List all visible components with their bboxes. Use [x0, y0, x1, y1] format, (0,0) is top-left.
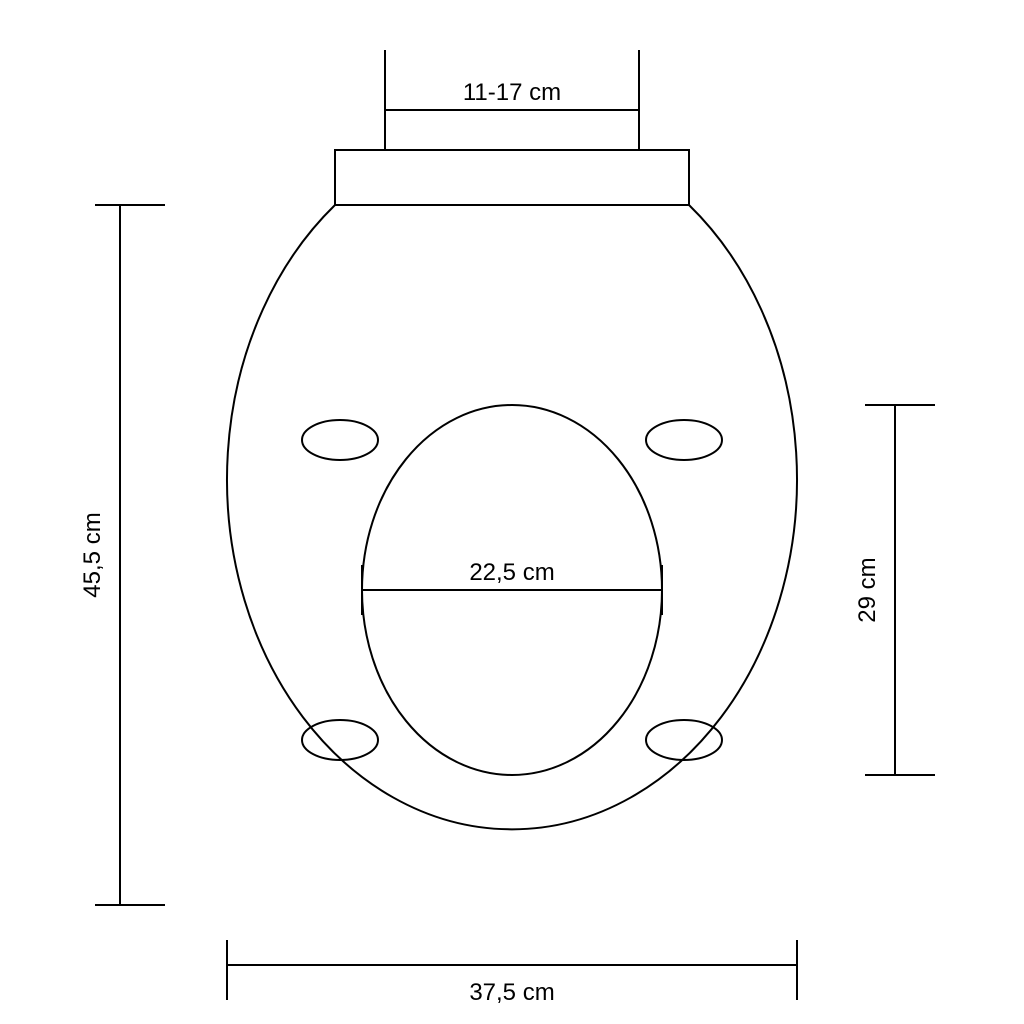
- dim-hinge-width: 11-17 cm: [385, 50, 639, 110]
- dim-hinge-width-label: 11-17 cm: [463, 79, 561, 106]
- seat-outer-outline: [227, 205, 797, 829]
- dim-inner-width: 22,5 cm: [362, 559, 662, 615]
- dim-total-width-label: 37,5 cm: [469, 979, 554, 1006]
- dim-inner-height: 29 cm: [854, 405, 935, 775]
- dim-total-width: 37,5 cm: [227, 940, 797, 1006]
- dim-inner-height-label: 29 cm: [854, 557, 881, 622]
- bumper-bottom-right: [646, 720, 722, 760]
- bumper-bottom-left: [302, 720, 378, 760]
- dim-total-height: 45,5 cm: [79, 205, 165, 905]
- hinge-top: [385, 110, 639, 150]
- dimension-diagram: 11-17 cm 45,5 cm 29 cm 37,5 cm 22,5 cm: [0, 0, 1024, 1024]
- bumper-top-left: [302, 420, 378, 460]
- bumper-top-right: [646, 420, 722, 460]
- dim-total-height-label: 45,5 cm: [79, 512, 106, 597]
- dim-inner-width-label: 22,5 cm: [469, 559, 554, 586]
- hinge-plate: [335, 150, 689, 205]
